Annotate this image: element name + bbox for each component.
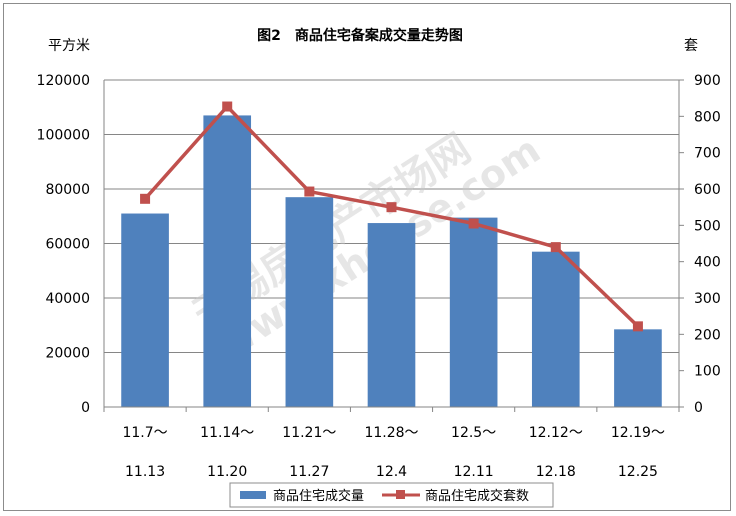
bar-series bbox=[121, 115, 662, 408]
bar bbox=[203, 115, 252, 408]
x-tick-label-start: 12.5～ bbox=[451, 425, 496, 441]
x-tick-label-end: 12.4 bbox=[376, 464, 407, 480]
x-tick-label-start: 12.19～ bbox=[611, 425, 665, 441]
line-point bbox=[304, 186, 315, 197]
left-tick-label: 0 bbox=[81, 400, 90, 416]
line-point bbox=[386, 202, 397, 213]
x-tick-label-end: 12.25 bbox=[618, 464, 658, 480]
right-tick-label: 200 bbox=[694, 327, 721, 343]
x-tick-label-end: 12.11 bbox=[454, 464, 494, 480]
legend-line-marker bbox=[396, 490, 405, 499]
bar bbox=[614, 329, 662, 407]
chart-title: 图2 商品住宅备案成交量走势图 bbox=[257, 27, 463, 44]
right-axis-unit: 套 bbox=[684, 38, 698, 54]
x-tick-label-end: 12.18 bbox=[536, 464, 576, 480]
left-tick-label: 20000 bbox=[45, 346, 90, 362]
right-tick-label: 700 bbox=[694, 146, 721, 162]
right-tick-label: 900 bbox=[694, 73, 721, 89]
x-tick-label-end: 11.27 bbox=[289, 464, 329, 480]
legend-line-label: 商品住宅成交套数 bbox=[425, 488, 529, 504]
line-point bbox=[468, 218, 479, 229]
left-tick-label: 40000 bbox=[45, 291, 90, 307]
legend-bar-swatch bbox=[240, 491, 266, 499]
bar bbox=[121, 213, 169, 407]
right-tick-label: 600 bbox=[694, 182, 721, 198]
right-tick-label: 500 bbox=[694, 218, 721, 234]
axes: 0 20000 40000 60000 80000 100000 120000 0 100 200… bbox=[37, 73, 721, 480]
left-tick-label: 100000 bbox=[37, 128, 90, 144]
right-tick-label: 0 bbox=[694, 400, 703, 416]
x-tick-label-start: 12.12～ bbox=[529, 425, 583, 441]
bar bbox=[531, 251, 580, 407]
x-tick-label-start: 11.14～ bbox=[200, 425, 254, 441]
left-axis-unit: 平方米 bbox=[48, 38, 90, 54]
x-tick-label-end: 11.20 bbox=[207, 464, 247, 480]
line-point bbox=[140, 193, 151, 204]
right-tick-label: 400 bbox=[694, 255, 721, 271]
line-series bbox=[140, 101, 643, 332]
left-tick-label: 60000 bbox=[45, 237, 90, 253]
line-point bbox=[632, 321, 643, 332]
right-tick-label: 800 bbox=[694, 109, 721, 125]
x-tick-label-start: 11.21～ bbox=[282, 425, 336, 441]
right-tick-label: 100 bbox=[694, 364, 721, 380]
bar bbox=[367, 223, 416, 407]
gridlines bbox=[104, 79, 679, 353]
left-tick-label: 80000 bbox=[45, 182, 90, 198]
bar bbox=[285, 197, 334, 407]
bar bbox=[449, 217, 498, 407]
x-tick-label-end: 11.13 bbox=[125, 464, 165, 480]
left-tick-label: 120000 bbox=[37, 73, 90, 89]
right-tick-label: 300 bbox=[694, 291, 721, 307]
x-tick-label-start: 11.7～ bbox=[122, 425, 167, 441]
line-point bbox=[222, 101, 233, 112]
legend-bar-label: 商品住宅成交量 bbox=[273, 488, 364, 504]
line-point bbox=[550, 242, 561, 253]
x-tick-label-start: 11.28～ bbox=[364, 425, 418, 441]
legend: 商品住宅成交量 商品住宅成交套数 bbox=[229, 482, 554, 508]
